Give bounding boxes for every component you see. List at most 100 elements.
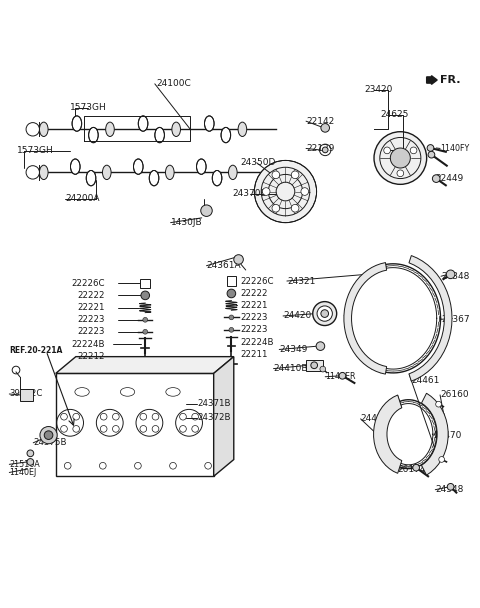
Circle shape xyxy=(27,458,34,465)
Circle shape xyxy=(143,330,148,334)
Circle shape xyxy=(229,328,234,332)
Circle shape xyxy=(321,309,328,317)
FancyArrow shape xyxy=(427,76,437,85)
Text: 26174P: 26174P xyxy=(397,465,431,474)
Ellipse shape xyxy=(228,165,237,179)
Ellipse shape xyxy=(204,116,214,131)
Circle shape xyxy=(291,171,299,179)
Circle shape xyxy=(374,132,427,184)
Circle shape xyxy=(390,148,410,168)
Text: 1430JB: 1430JB xyxy=(170,218,202,227)
Circle shape xyxy=(234,255,243,264)
Ellipse shape xyxy=(72,116,82,131)
Circle shape xyxy=(436,401,442,407)
Polygon shape xyxy=(421,393,448,475)
Circle shape xyxy=(254,161,317,223)
Text: 22129: 22129 xyxy=(306,144,335,153)
Circle shape xyxy=(439,457,444,462)
Circle shape xyxy=(427,145,434,151)
Circle shape xyxy=(301,188,309,195)
Circle shape xyxy=(291,204,299,212)
Text: 24370B: 24370B xyxy=(233,190,267,198)
Text: 23420: 23420 xyxy=(364,85,393,94)
Text: REF.20-221A: REF.20-221A xyxy=(9,347,63,356)
Circle shape xyxy=(339,373,346,379)
Text: 22222: 22222 xyxy=(240,289,267,298)
Text: 26160: 26160 xyxy=(440,390,468,399)
Circle shape xyxy=(40,427,57,444)
Circle shape xyxy=(229,315,234,320)
Ellipse shape xyxy=(102,165,111,179)
Text: 24625: 24625 xyxy=(380,111,408,119)
Text: 1140EJ: 1140EJ xyxy=(9,468,36,477)
Text: 24348: 24348 xyxy=(441,272,469,281)
Ellipse shape xyxy=(71,159,80,174)
Ellipse shape xyxy=(166,165,174,179)
Polygon shape xyxy=(306,359,323,371)
Polygon shape xyxy=(344,263,387,374)
Circle shape xyxy=(272,171,280,179)
Ellipse shape xyxy=(133,159,143,174)
Text: 22224B: 22224B xyxy=(72,340,105,349)
Circle shape xyxy=(446,270,455,278)
Text: 24100C: 24100C xyxy=(156,79,191,88)
Circle shape xyxy=(428,151,435,158)
Circle shape xyxy=(397,170,404,177)
Text: 1140FY: 1140FY xyxy=(440,144,469,153)
Text: 24372B: 24372B xyxy=(197,413,230,423)
Text: 1573GH: 1573GH xyxy=(70,103,107,112)
Polygon shape xyxy=(56,373,214,476)
Text: 24349: 24349 xyxy=(279,345,308,354)
Text: 22223: 22223 xyxy=(240,325,267,334)
Ellipse shape xyxy=(221,128,230,143)
Ellipse shape xyxy=(138,116,148,131)
Polygon shape xyxy=(20,389,33,401)
Text: 1140ER: 1140ER xyxy=(325,372,356,381)
Polygon shape xyxy=(373,395,402,474)
Text: 23367: 23367 xyxy=(441,315,469,324)
Ellipse shape xyxy=(238,122,247,136)
Text: 24471: 24471 xyxy=(360,415,389,423)
Text: 22221: 22221 xyxy=(77,303,105,313)
Text: 24348: 24348 xyxy=(435,485,464,494)
Polygon shape xyxy=(214,357,234,476)
Text: 22449: 22449 xyxy=(435,174,464,183)
Ellipse shape xyxy=(149,170,159,186)
Text: 22221: 22221 xyxy=(240,301,267,310)
Circle shape xyxy=(201,205,212,216)
Text: 22222: 22222 xyxy=(77,291,105,300)
Polygon shape xyxy=(409,255,452,381)
Circle shape xyxy=(272,204,280,212)
Text: 22223: 22223 xyxy=(77,327,105,336)
Text: 22211: 22211 xyxy=(240,350,267,359)
Circle shape xyxy=(227,289,236,298)
Text: 24371B: 24371B xyxy=(197,399,230,408)
Text: 22142: 22142 xyxy=(306,117,334,126)
Text: 1573GH: 1573GH xyxy=(17,147,54,156)
Text: 21516A: 21516A xyxy=(9,460,40,469)
Text: 24470: 24470 xyxy=(434,431,462,440)
Text: 39222C: 39222C xyxy=(9,390,43,398)
Ellipse shape xyxy=(106,122,114,136)
Text: 24321: 24321 xyxy=(287,277,315,286)
Ellipse shape xyxy=(39,165,48,179)
Text: 24350D: 24350D xyxy=(240,158,276,167)
Ellipse shape xyxy=(155,128,165,143)
Text: 24461: 24461 xyxy=(411,376,440,385)
Ellipse shape xyxy=(39,122,48,136)
Text: 22226C: 22226C xyxy=(72,279,105,288)
Text: 22226C: 22226C xyxy=(240,277,274,286)
Ellipse shape xyxy=(212,170,222,186)
Circle shape xyxy=(432,174,440,182)
Circle shape xyxy=(313,302,336,325)
Text: 24375B: 24375B xyxy=(33,438,67,447)
Ellipse shape xyxy=(89,128,98,143)
Circle shape xyxy=(384,147,390,154)
Ellipse shape xyxy=(196,159,206,174)
Text: 24200A: 24200A xyxy=(65,194,100,203)
Text: 22223: 22223 xyxy=(77,316,105,324)
Text: 24361A: 24361A xyxy=(206,261,241,270)
Circle shape xyxy=(263,188,270,195)
Circle shape xyxy=(316,342,324,350)
Text: 24410B: 24410B xyxy=(274,364,308,373)
